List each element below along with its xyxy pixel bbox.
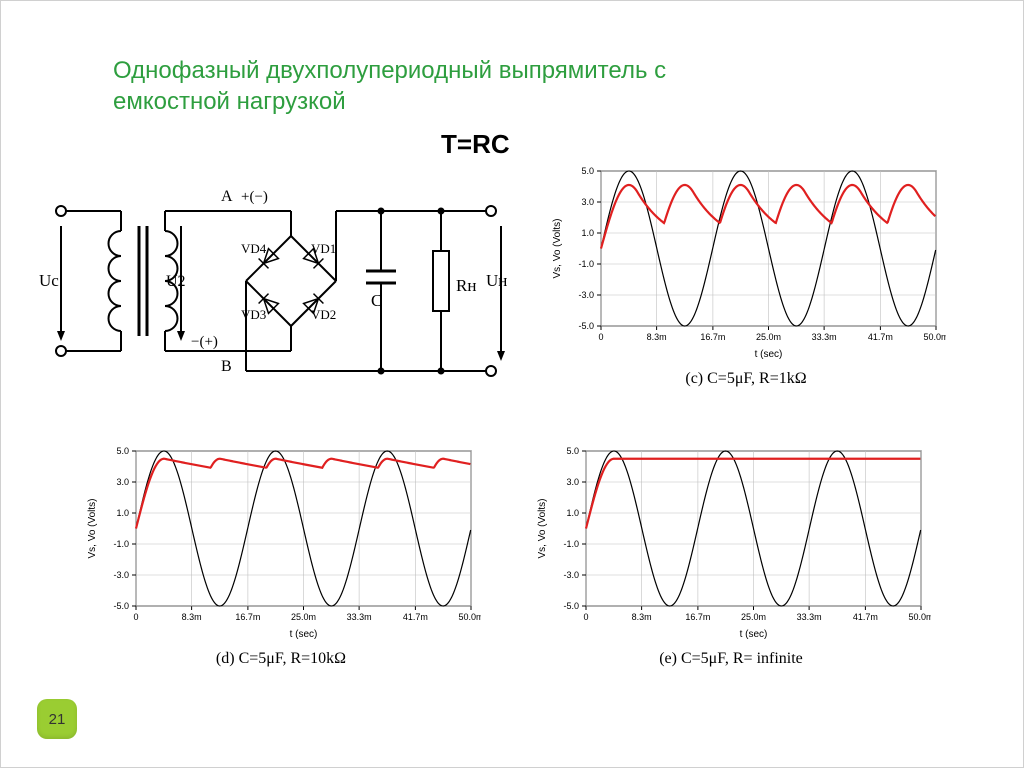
svg-text:50.0m: 50.0m [458, 612, 481, 622]
svg-text:25.0m: 25.0m [741, 612, 766, 622]
svg-text:Uн: Uн [486, 271, 507, 290]
svg-text:0: 0 [133, 612, 138, 622]
svg-text:t (sec): t (sec) [740, 629, 768, 640]
title-line-2: емкостной нагрузкой [113, 88, 346, 115]
svg-text:50.0m: 50.0m [923, 332, 946, 342]
svg-text:U2: U2 [166, 273, 186, 290]
svg-text:VD4: VD4 [241, 241, 267, 256]
svg-text:41.7m: 41.7m [403, 612, 428, 622]
svg-text:B: B [221, 358, 232, 375]
chart-d: 0 8.3m 16.7m 25.0m 33.3m 41.7m 50.0m -5.0 -3.0 -1… [81, 441, 481, 641]
svg-text:VD1: VD1 [311, 241, 336, 256]
svg-text:-5.0: -5.0 [563, 601, 579, 611]
svg-text:VD2: VD2 [311, 307, 336, 322]
svg-text:+(−): +(−) [241, 189, 268, 205]
chart-e-caption: (e) C=5μF, R= infinite [531, 650, 931, 668]
svg-text:0: 0 [583, 612, 588, 622]
svg-text:1.0: 1.0 [116, 508, 129, 518]
svg-text:8.3m: 8.3m [632, 612, 652, 622]
svg-text:t (sec): t (sec) [290, 629, 318, 640]
chart-d-panel: 0 8.3m 16.7m 25.0m 33.3m 41.7m 50.0m -5.0 -3.0 -1… [81, 441, 481, 668]
chart-e: 0 8.3m 16.7m 25.0m 33.3m 41.7m 50.0m -5.0 -3.0 -1… [531, 441, 931, 641]
svg-text:5.0: 5.0 [581, 166, 594, 176]
svg-text:8.3m: 8.3m [182, 612, 202, 622]
chart-c-panel: 0 8.3m 16.7m 25.0m 33.3m 41.7m 50.0m -5.0 -3.0 -1… [546, 161, 946, 388]
svg-text:16.7m: 16.7m [235, 612, 260, 622]
svg-text:33.3m: 33.3m [812, 332, 837, 342]
svg-text:A: A [221, 188, 233, 205]
svg-text:-1.0: -1.0 [578, 259, 594, 269]
svg-text:3.0: 3.0 [116, 477, 129, 487]
svg-text:Uc: Uc [39, 271, 59, 290]
svg-text:-3.0: -3.0 [563, 570, 579, 580]
chart-c: 0 8.3m 16.7m 25.0m 33.3m 41.7m 50.0m -5.0 -3.0 -1… [546, 161, 946, 361]
title-line-1: Однофазный двухполупериодный выпрямитель… [113, 57, 666, 84]
formula-text: T=RC [441, 129, 510, 160]
svg-text:VD3: VD3 [241, 307, 266, 322]
svg-text:Vs, Vo (Volts): Vs, Vo (Volts) [87, 498, 98, 558]
svg-text:Vs, Vo (Volts): Vs, Vo (Volts) [537, 498, 548, 558]
svg-text:33.3m: 33.3m [797, 612, 822, 622]
svg-text:C: C [371, 291, 382, 310]
svg-text:41.7m: 41.7m [853, 612, 878, 622]
slide-title: Однофазный двухполупериодный выпрямитель… [113, 55, 666, 117]
svg-text:25.0m: 25.0m [756, 332, 781, 342]
svg-text:5.0: 5.0 [566, 446, 579, 456]
svg-text:50.0m: 50.0m [908, 612, 931, 622]
svg-text:-1.0: -1.0 [113, 539, 129, 549]
svg-text:5.0: 5.0 [116, 446, 129, 456]
svg-text:Rн: Rн [456, 276, 476, 295]
svg-text:-5.0: -5.0 [113, 601, 129, 611]
svg-text:0: 0 [598, 332, 603, 342]
svg-text:1.0: 1.0 [566, 508, 579, 518]
svg-text:16.7m: 16.7m [685, 612, 710, 622]
svg-text:Vs, Vo (Volts): Vs, Vo (Volts) [552, 218, 563, 278]
svg-text:16.7m: 16.7m [700, 332, 725, 342]
chart-d-caption: (d) C=5μF, R=10kΩ [81, 650, 481, 668]
svg-text:8.3m: 8.3m [647, 332, 667, 342]
svg-text:-5.0: -5.0 [578, 321, 594, 331]
svg-text:−(+): −(+) [191, 334, 218, 350]
svg-text:-1.0: -1.0 [563, 539, 579, 549]
svg-text:3.0: 3.0 [581, 197, 594, 207]
page-number: 21 [49, 711, 66, 728]
svg-text:33.3m: 33.3m [347, 612, 372, 622]
svg-text:-3.0: -3.0 [578, 290, 594, 300]
svg-text:-3.0: -3.0 [113, 570, 129, 580]
svg-text:25.0m: 25.0m [291, 612, 316, 622]
chart-c-caption: (c) C=5μF, R=1kΩ [546, 370, 946, 388]
page-number-badge: 21 [37, 699, 77, 739]
svg-text:t (sec): t (sec) [755, 349, 783, 360]
svg-text:1.0: 1.0 [581, 228, 594, 238]
svg-text:41.7m: 41.7m [868, 332, 893, 342]
circuit-diagram: Uc U2 A +(−) B−(+) VD1 VD2 VD3 VD4 C Rн Uн [31, 171, 521, 411]
svg-text:3.0: 3.0 [566, 477, 579, 487]
chart-e-panel: 0 8.3m 16.7m 25.0m 33.3m 41.7m 50.0m -5.0 -3.0 -1… [531, 441, 931, 668]
